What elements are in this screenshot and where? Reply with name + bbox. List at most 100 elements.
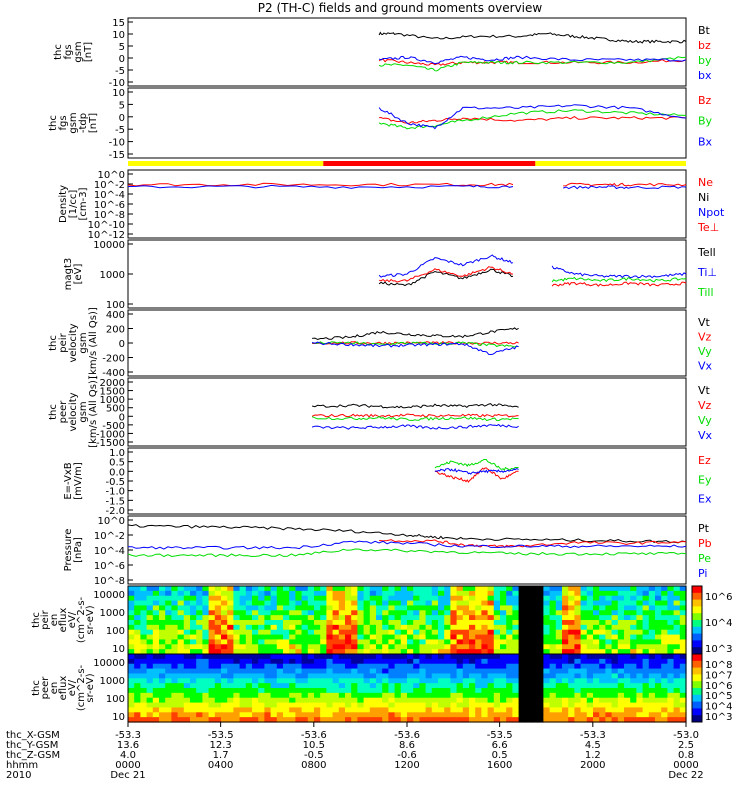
spectrogram-cell [394,586,402,592]
spectrogram-cell [531,620,538,626]
spectrogram-cell [586,610,594,616]
ephemeris-cell: 2000 [580,760,605,771]
spectrogram-cell [537,673,544,679]
spectrogram-cell [456,717,464,723]
spectrogram-cell [301,668,309,675]
spectrogram-cell [289,615,296,621]
spectrogram-cell [543,590,551,597]
spectrogram-cell [555,663,563,670]
spectrogram-cell [245,688,253,694]
spectrogram-cell [289,663,296,670]
spectrogram-cell [431,717,439,723]
spectrogram-cell [425,590,433,597]
spectrogram-cell [165,707,172,713]
spectrogram-cell [599,605,606,611]
spectrogram-cell [444,605,451,611]
spectrogram-cell [617,644,625,650]
spectrogram-cell [295,668,303,675]
spectrogram-cell [264,688,272,694]
spectrogram-cell [611,634,619,641]
ytick-label: 10^0 [98,516,125,527]
spectrogram-cell [444,620,451,626]
spectrogram-cell [611,702,619,709]
spectrogram-cell [661,605,668,611]
spectrogram-cell [320,658,327,665]
spectrogram-cell [655,610,662,616]
spectrogram-cell [487,634,495,641]
spectrogram-cell [407,629,414,636]
spectrogram-cell [301,707,309,713]
spectrogram-cell [512,605,520,611]
spectrogram-cell [605,610,613,616]
spectrogram-cell [146,678,154,684]
spectrogram-cell [661,590,668,597]
spectrogram-cell [549,697,557,704]
spectrogram-cell [376,634,383,641]
spectrogram-cell [518,712,526,718]
spectrogram-cell [407,600,414,607]
spectrogram-cell [264,712,272,718]
spectrogram-cell [140,629,148,636]
spectrogram-cell [388,688,396,694]
spectrogram-cell [245,663,253,670]
spectrogram-cell [419,629,427,636]
spectrogram-cell [152,634,160,641]
spectrogram-cell [400,624,408,631]
colorbar-segment [692,613,702,621]
spectrogram-cell [394,688,402,694]
spectrogram-cell [518,654,526,660]
spectrogram-cell [493,668,501,675]
series-line-ne [127,182,514,187]
series-line-pi [127,540,687,550]
spectrogram-cell [221,590,228,597]
spectrogram-cell [661,707,668,713]
spectrogram-cell [419,639,427,645]
spectrogram-cell [413,717,420,723]
spectrogram-cell [270,683,278,689]
colorbar-segment [692,694,702,703]
spectrogram-cell [419,634,427,641]
spectrogram-cell [543,654,551,660]
spectrogram-cell [617,586,625,592]
spectrogram-cell [506,707,513,713]
spectrogram-cell [270,634,278,641]
spectrogram-cell [500,654,507,660]
spectrogram-cell [283,692,290,699]
spectrogram-cell [159,620,166,626]
spectrogram-cell [202,683,210,689]
spectrogram-cell [252,620,259,626]
spectrogram-cell [376,644,383,650]
spectrogram-cell [221,678,228,684]
spectrogram-cell [475,624,482,631]
spectrogram-cell [648,624,656,631]
spectrogram-cell [140,654,148,660]
spectrogram-cell [394,692,402,699]
spectrogram-cell [276,663,284,670]
spectrogram-cell [431,644,439,650]
y-axis-label-line: velocity [68,323,79,362]
spectrogram-cell [605,629,613,636]
spectrogram-cell [227,639,234,645]
spectrogram-cell [320,590,327,597]
spectrogram-cell [493,692,501,699]
spectrogram-cell [413,688,420,694]
spectrogram-cell [276,697,284,704]
spectrogram-cell [345,634,352,641]
spectrogram-cell [506,649,513,655]
spectrogram-cell [351,586,358,592]
ytick-label: 1000 [100,270,125,281]
spectrogram-cell [574,683,582,689]
spectrogram-cell [283,658,290,665]
spectrogram-cell [431,688,439,694]
spectrogram-cell [202,615,210,621]
spectrogram-cell [450,590,458,597]
spectrogram-cell [580,707,588,713]
spectrogram-cell [376,678,383,684]
spectrogram-cell [270,624,278,631]
spectrogram-cell [524,658,532,665]
spectrogram-cell [382,697,389,704]
spectrogram-cell [258,639,265,645]
spectrogram-cell [518,600,526,607]
spectrogram-cell [617,692,625,699]
spectrogram-cell [543,673,551,679]
